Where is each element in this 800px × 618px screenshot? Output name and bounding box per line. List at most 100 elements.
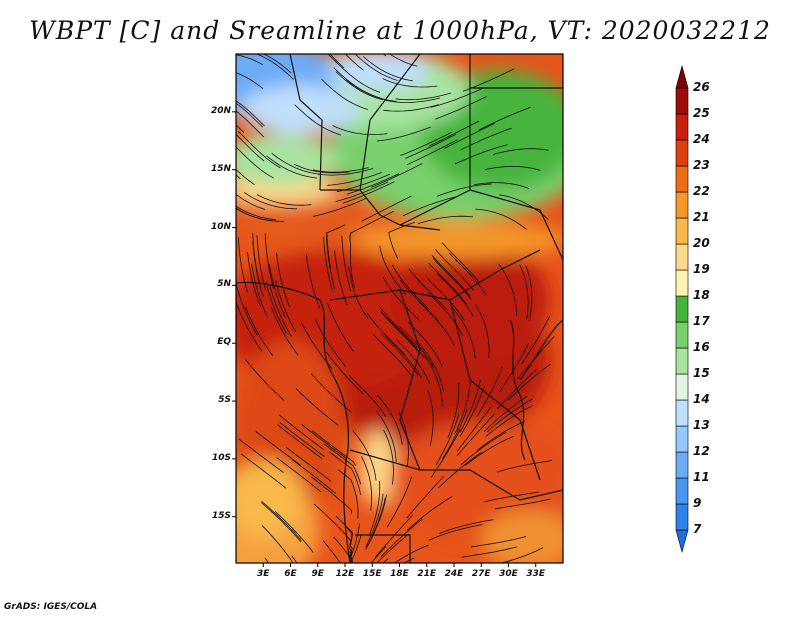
streamline (349, 523, 360, 563)
streamline (407, 139, 458, 166)
streamline (326, 224, 346, 269)
streamline (383, 277, 420, 321)
streamline (301, 424, 347, 459)
colorbar-swatch (675, 529, 689, 554)
streamline (264, 233, 274, 289)
lon-tick-label: 24E (444, 569, 464, 579)
streamline (327, 302, 355, 352)
colorbar-swatch (675, 477, 689, 505)
streamline (322, 540, 341, 563)
streamline (324, 443, 362, 485)
lon-tick-label: 6E (284, 569, 297, 579)
streamline (361, 456, 372, 511)
streamline (275, 280, 297, 333)
streamline (313, 198, 367, 217)
streamlines (236, 54, 555, 563)
streamline (327, 54, 340, 66)
streamline (333, 536, 352, 563)
streamline (486, 398, 533, 433)
streamline (422, 354, 443, 407)
lat-tick-label: 5N (217, 279, 231, 290)
lat-tick-label: 20N (210, 105, 231, 116)
streamline (497, 460, 552, 473)
streamline (306, 254, 321, 309)
streamline (236, 205, 276, 221)
streamline (454, 144, 508, 165)
wbpt-field (236, 54, 563, 563)
streamline (236, 146, 274, 179)
lat-tick-label: EQ (217, 337, 231, 348)
streamline (236, 133, 265, 162)
streamline (417, 342, 444, 392)
streamline (389, 54, 418, 67)
country-borders (236, 54, 563, 563)
streamline (435, 413, 460, 466)
streamline (460, 431, 507, 466)
streamline (475, 208, 527, 230)
streamline (465, 435, 514, 466)
grads-credit: GrADS: IGES/COLA (4, 602, 98, 612)
streamline (377, 395, 403, 445)
streamline (317, 168, 374, 176)
streamline (326, 351, 364, 395)
colorbar-swatch (675, 243, 689, 271)
streamline (435, 249, 475, 291)
streamline (236, 301, 263, 352)
streamline (261, 501, 302, 541)
streamline (244, 192, 297, 210)
colorbar-label: 24 (693, 132, 710, 146)
streamline (483, 491, 540, 503)
streamline (427, 292, 464, 337)
streamline (379, 245, 407, 295)
chart-title: WBPT [C] and Sreamline at 1000hPa, VT: 2… (29, 16, 771, 45)
streamline (456, 414, 495, 457)
streamline (349, 210, 395, 241)
streamline (265, 281, 287, 334)
streamline (399, 279, 439, 322)
streamline (325, 233, 336, 289)
colorbar-label: 9 (693, 496, 702, 510)
streamline (493, 148, 549, 155)
streamline (236, 193, 266, 210)
streamline (499, 343, 529, 392)
streamline (473, 182, 530, 189)
streamline (428, 262, 468, 305)
colorbar-swatch (675, 425, 689, 453)
colorbar-label: 17 (693, 314, 710, 328)
streamline (475, 304, 490, 358)
streamline (346, 173, 400, 195)
streamline (354, 54, 398, 81)
lat-tick-label: 5S (218, 395, 231, 406)
colorbar-label: 19 (693, 262, 710, 276)
streamline (461, 546, 517, 558)
streamline (408, 268, 447, 310)
streamline (454, 379, 471, 434)
streamline (236, 54, 263, 66)
streamline (313, 503, 352, 545)
streamline (287, 54, 291, 56)
streamline (278, 414, 324, 450)
streamline (441, 408, 468, 460)
streamline (419, 301, 455, 346)
streamline (402, 557, 415, 563)
streamline (408, 322, 443, 367)
streamline (507, 363, 551, 401)
colorbar-label: 13 (693, 418, 710, 432)
streamline (260, 502, 302, 543)
streamline (236, 124, 245, 133)
streamline (383, 429, 394, 485)
streamline (271, 152, 323, 175)
colorbar-swatch (675, 321, 689, 349)
colorbar-swatch (675, 191, 689, 219)
streamline (294, 104, 342, 136)
streamline (266, 155, 318, 179)
streamline (428, 524, 483, 541)
colorbar-swatch (675, 373, 689, 401)
streamline (245, 359, 285, 401)
colorbar-label: 15 (693, 366, 710, 380)
streamline (386, 316, 425, 359)
streamline (236, 72, 264, 90)
colorbar-swatch (675, 399, 689, 427)
streamline (323, 236, 334, 293)
colorbar-label: 18 (693, 288, 710, 302)
